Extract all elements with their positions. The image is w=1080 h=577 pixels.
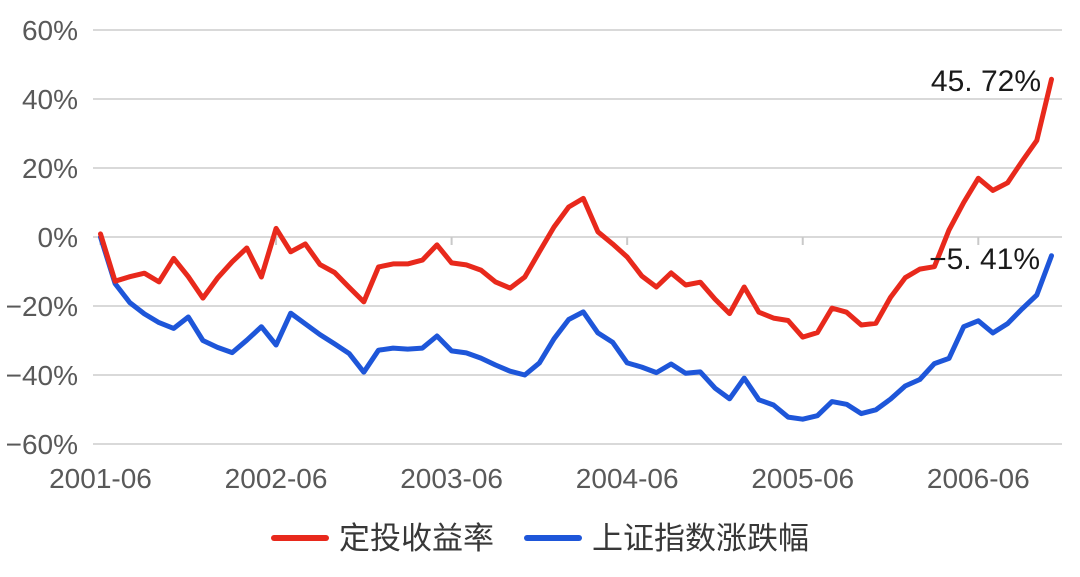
y-axis-label: 60% [22, 15, 78, 46]
index-change-line [98, 234, 1054, 422]
y-axis-label: 40% [22, 84, 78, 115]
x-axis-label: 2006-06 [927, 463, 1030, 494]
y-axis-label: −60% [6, 429, 78, 460]
legend-item-dca-return: 定投收益率 [271, 523, 494, 554]
y-axis-label: −20% [6, 291, 78, 322]
legend-label-dca-return: 定投收益率 [339, 520, 494, 556]
x-axis-label: 2004-06 [576, 463, 679, 494]
red-line-swatch [271, 535, 329, 541]
y-axis-label: 20% [22, 153, 78, 184]
x-axis-label: 2003-06 [400, 463, 503, 494]
chart-legend: 定投收益率 上证指数涨跌幅 [0, 516, 1080, 560]
red-series-end-label: 45. 72% [931, 65, 1041, 98]
blue-series-end-label: −5. 41% [929, 243, 1040, 276]
legend-label-index-change: 上证指数涨跌幅 [592, 520, 809, 556]
legend-item-index-change: 上证指数涨跌幅 [524, 523, 809, 554]
x-axis-label: 2001-06 [49, 463, 152, 494]
x-axis-label: 2005-06 [751, 463, 854, 494]
y-axis-label: −40% [6, 360, 78, 391]
y-axis-label: 0% [38, 222, 78, 253]
line-chart: 60% 40% 20% 0% −20% −40% −60%2001-06 2002-06 200… [6, 15, 1062, 494]
blue-line-swatch [524, 535, 582, 541]
dca-return-line [98, 76, 1054, 340]
x-axis-label: 2002-06 [225, 463, 328, 494]
